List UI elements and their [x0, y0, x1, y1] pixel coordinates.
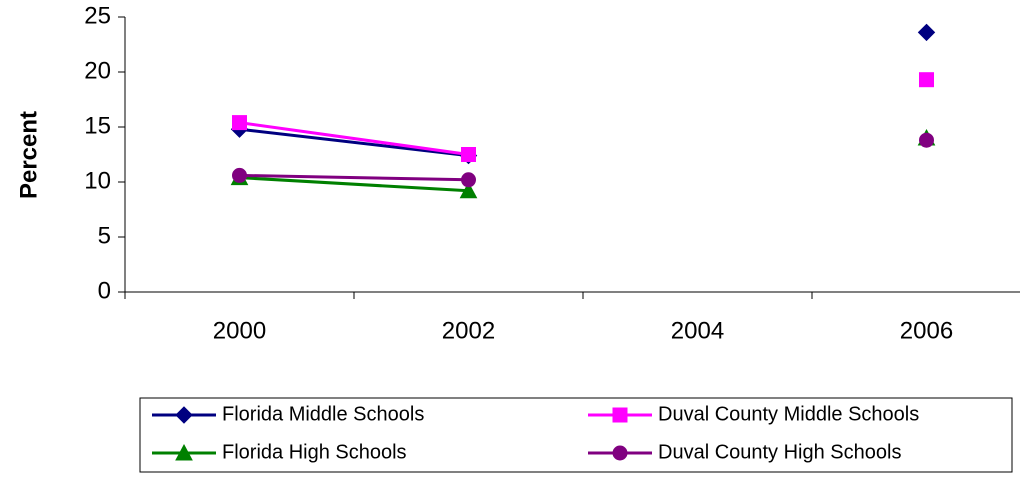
legend-label: Florida High Schools: [222, 441, 407, 463]
legend-box: [139, 397, 1013, 473]
data-point: [461, 172, 476, 188]
data-point: [459, 181, 478, 199]
x-tick-label: 2004: [671, 317, 724, 344]
legend-marker: [175, 406, 193, 424]
x-tick-label: 2000: [213, 317, 266, 344]
legend-label: Duval County Middle Schools: [658, 403, 919, 425]
legend-marker: [175, 443, 193, 461]
y-tick-label: 5: [98, 222, 111, 249]
y-axis-label: Percent: [15, 111, 42, 199]
y-tick-label: 0: [98, 277, 111, 304]
legend-label: Florida Middle Schools: [222, 403, 424, 425]
series-line: [240, 138, 927, 191]
data-point: [919, 132, 934, 148]
x-tick-label: 2006: [900, 317, 953, 344]
data-point: [461, 147, 476, 162]
x-tick-label: 2002: [442, 317, 495, 344]
series-line: [240, 80, 927, 155]
legend-marker: [612, 445, 628, 461]
data-point: [919, 72, 934, 88]
series-line: [240, 140, 927, 180]
y-tick-label: 10: [84, 167, 111, 194]
y-tick-label: 25: [84, 2, 111, 29]
y-tick-label: 15: [84, 112, 111, 139]
legend-marker: [612, 407, 628, 423]
data-point: [232, 167, 247, 183]
legend-label: Duval County High Schools: [658, 441, 901, 463]
data-point: [917, 23, 936, 42]
data-point: [232, 115, 247, 131]
y-tick-label: 20: [84, 57, 111, 84]
